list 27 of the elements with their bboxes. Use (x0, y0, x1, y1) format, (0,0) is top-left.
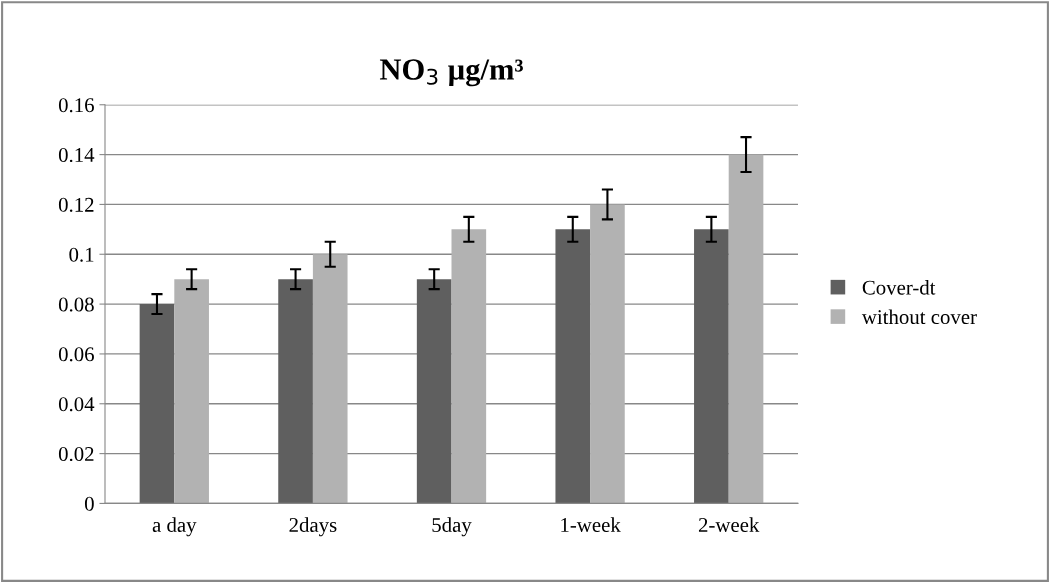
x-tick-label: 1-week (561, 517, 621, 532)
x-tick-label: 2days (289, 517, 337, 537)
bar (139, 304, 175, 504)
y-tick-label: 0.1 (69, 247, 94, 262)
legend-label: Cover-dt (862, 279, 936, 295)
y-tick-label: 0.04 (58, 397, 95, 412)
legend-label: without cover (861, 309, 977, 325)
y-tick-label: 0 (84, 496, 94, 511)
x-tick-label: a day (152, 517, 197, 537)
bar (174, 279, 209, 504)
bar (451, 229, 487, 504)
y-tick-label: 0.02 (58, 446, 94, 462)
bar (416, 279, 452, 504)
bar (278, 279, 313, 504)
y-tick-label: 0.14 (58, 147, 95, 163)
bar (694, 229, 729, 504)
y-tick-label: 0.06 (58, 347, 94, 362)
bar (555, 229, 591, 504)
bar (312, 254, 348, 504)
chart-title: NO$_{3}$ µg/m³ (379, 59, 523, 87)
y-tick-label: 0.16 (58, 98, 94, 113)
x-tick-label: 5day (432, 517, 472, 537)
y-tick-label: 0.12 (58, 197, 94, 212)
y-tick-label: 0.08 (58, 297, 94, 312)
x-tick-label: 2-week (698, 517, 760, 532)
bar (590, 204, 625, 504)
bar (728, 154, 764, 504)
